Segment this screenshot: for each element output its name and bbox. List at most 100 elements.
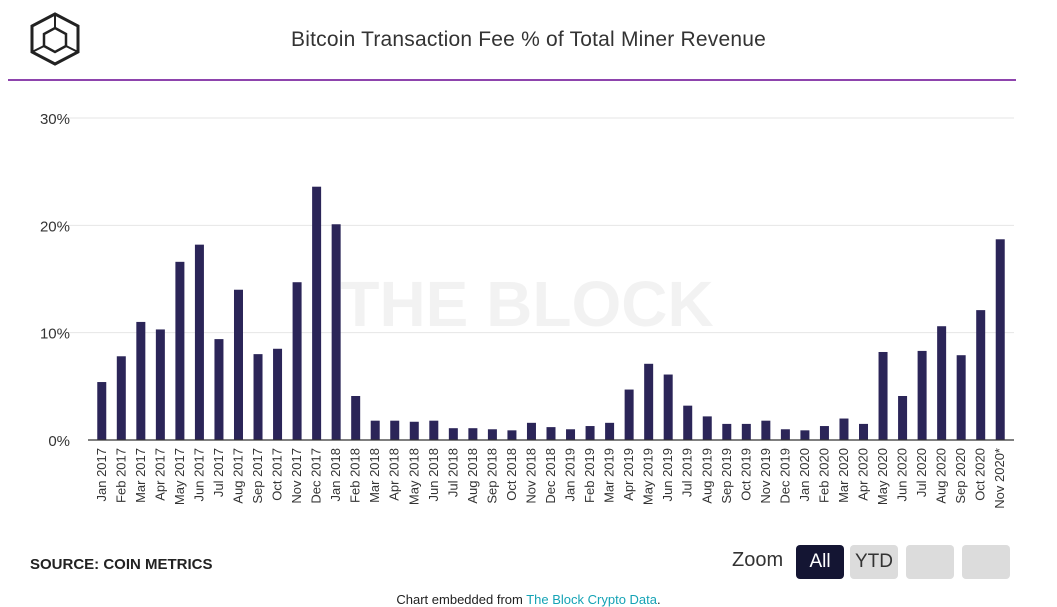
bar	[390, 420, 400, 440]
bar	[273, 348, 283, 440]
x-tick-label: May 2018	[406, 448, 421, 505]
zoom-all-button[interactable]: All	[796, 545, 844, 579]
bar	[468, 428, 478, 440]
x-tick-label: Mar 2020	[836, 448, 851, 503]
zoom-range-button[interactable]	[906, 545, 954, 579]
x-tick-label: Sep 2017	[250, 448, 265, 504]
bar	[175, 261, 185, 440]
bar	[780, 429, 790, 440]
x-tick-label: Jun 2019	[660, 448, 675, 502]
zoom-range-button[interactable]	[962, 545, 1010, 579]
bar	[917, 350, 927, 440]
x-tick-label: Jun 2020	[895, 448, 910, 502]
bar	[722, 423, 732, 440]
x-tick-label: May 2017	[172, 448, 187, 505]
x-tick-label: Jan 2017	[94, 448, 109, 502]
zoom-ytd-button[interactable]: YTD	[850, 545, 898, 579]
x-tick-label: Jul 2019	[680, 448, 695, 497]
bar	[683, 405, 693, 440]
bar	[155, 329, 165, 440]
x-tick-label: Sep 2018	[484, 448, 499, 504]
x-tick-label: Feb 2019	[582, 448, 597, 503]
bar	[546, 427, 556, 440]
x-tick-label: May 2020	[875, 448, 890, 505]
x-tick-label: Dec 2019	[777, 448, 792, 504]
x-tick-label: Sep 2020	[953, 448, 968, 504]
x-tick-label: Jan 2018	[328, 448, 343, 502]
x-tick-label: Aug 2017	[230, 448, 245, 504]
x-tick-label: Apr 2019	[621, 448, 636, 501]
bar	[644, 363, 654, 440]
x-tick-label: Apr 2020	[856, 448, 871, 501]
source-label: SOURCE: COIN METRICS	[30, 556, 213, 573]
bar	[800, 430, 810, 440]
bar	[312, 186, 322, 440]
bar	[898, 395, 908, 440]
x-tick-label: Nov 2019	[758, 448, 773, 504]
x-tick-label: Jul 2018	[445, 448, 460, 497]
zoom-label: Zoom	[732, 549, 784, 571]
x-tick-label: Aug 2018	[465, 448, 480, 504]
x-tick-label: Mar 2018	[367, 448, 382, 503]
x-tick-label: Jun 2018	[426, 448, 441, 502]
bar	[253, 354, 263, 440]
x-tick-label: Nov 2020*	[992, 448, 1007, 509]
the-block-logo-icon	[30, 12, 80, 66]
bar	[566, 429, 576, 440]
watermark-text: THE BLOCK	[340, 268, 713, 340]
bar	[116, 356, 126, 440]
embed-footer-suffix: .	[657, 592, 661, 607]
title-divider	[8, 79, 1016, 81]
bar	[624, 389, 634, 440]
y-tick-label: 30%	[40, 111, 70, 128]
the-block-data-link[interactable]: The Block Crypto Data	[526, 592, 657, 607]
x-tick-label: Oct 2017	[270, 448, 285, 501]
bar	[937, 326, 947, 440]
bar	[370, 420, 380, 440]
x-tick-label: Apr 2017	[152, 448, 167, 501]
bar	[292, 282, 302, 440]
x-tick-label: Oct 2020	[973, 448, 988, 501]
bar	[351, 395, 361, 440]
x-tick-label: Feb 2017	[113, 448, 128, 503]
bar	[605, 422, 615, 440]
bar	[136, 321, 146, 440]
y-tick-label: 0%	[48, 433, 70, 450]
bar	[214, 339, 224, 440]
x-tick-label: Nov 2018	[523, 448, 538, 504]
x-tick-label: Dec 2018	[543, 448, 558, 504]
bar	[507, 430, 517, 440]
bar	[859, 423, 869, 440]
x-tick-label: Aug 2020	[934, 448, 949, 504]
bar	[526, 422, 536, 440]
bar	[663, 374, 673, 440]
y-tick-label: 10%	[40, 326, 70, 343]
x-tick-label: Jul 2020	[914, 448, 929, 497]
bar	[585, 426, 595, 440]
x-tick-label: Feb 2020	[816, 448, 831, 503]
x-tick-label: Jan 2019	[563, 448, 578, 502]
x-tick-label: Jun 2017	[191, 448, 206, 502]
x-tick-label: Aug 2019	[699, 448, 714, 504]
bar	[976, 310, 986, 440]
bar	[233, 289, 243, 440]
x-tick-label: Feb 2018	[348, 448, 363, 503]
bar	[429, 420, 439, 440]
bar	[995, 239, 1005, 440]
x-tick-label: Jul 2017	[211, 448, 226, 497]
x-tick-label: Jan 2020	[797, 448, 812, 502]
bar	[194, 244, 204, 440]
bar	[448, 428, 458, 440]
embed-footer-prefix: Chart embedded from	[396, 592, 527, 607]
chart-title: Bitcoin Transaction Fee % of Total Miner…	[291, 28, 766, 51]
bar	[331, 224, 341, 440]
bar-chart: THE BLOCK 0% 10% 20% 30% Jan 2017 Feb 2017 Mar …	[40, 111, 1014, 509]
bar	[702, 416, 712, 440]
x-tick-label: Oct 2018	[504, 448, 519, 501]
bar	[878, 351, 888, 440]
bar	[741, 423, 751, 440]
bar	[409, 421, 419, 440]
bar	[956, 355, 966, 440]
x-tick-label: Dec 2017	[309, 448, 324, 504]
bar	[761, 420, 771, 440]
